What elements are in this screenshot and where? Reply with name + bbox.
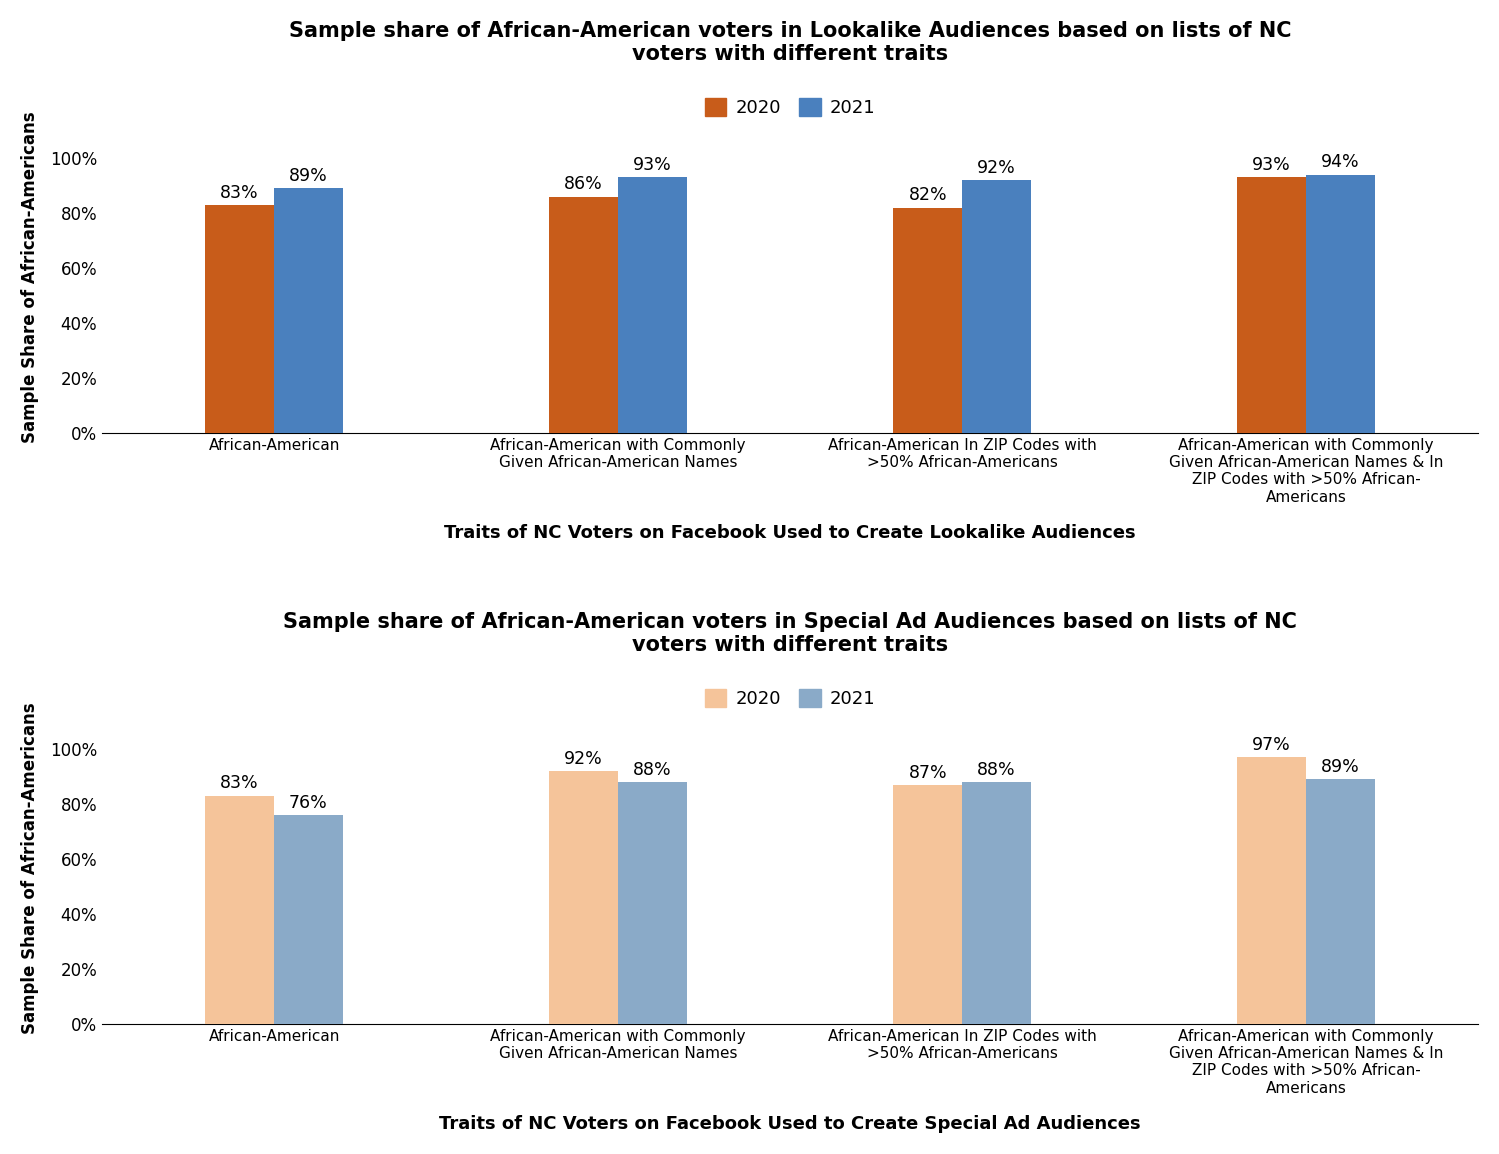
Bar: [618, 782, 687, 1024]
Title: Sample share of African-American voters in Lookalike Audiences based on lists of: Sample share of African-American voters …: [289, 21, 1291, 63]
Legend: 2020, 2021: 2020, 2021: [697, 682, 883, 715]
Bar: [274, 815, 343, 1024]
Y-axis label: Sample Share of African-Americans: Sample Share of African-Americans: [21, 703, 39, 1034]
X-axis label: Traits of NC Voters on Facebook Used to Create Lookalike Audiences: Traits of NC Voters on Facebook Used to …: [444, 524, 1136, 542]
Text: 92%: 92%: [977, 159, 1016, 177]
Bar: [893, 208, 962, 433]
Bar: [1237, 757, 1306, 1024]
Text: 86%: 86%: [564, 175, 603, 194]
Text: 88%: 88%: [633, 760, 672, 779]
Bar: [618, 178, 687, 433]
Text: 82%: 82%: [908, 186, 947, 204]
X-axis label: Traits of NC Voters on Facebook Used to Create Special Ad Audiences: Traits of NC Voters on Facebook Used to …: [439, 1115, 1141, 1133]
Bar: [962, 180, 1031, 433]
Bar: [549, 771, 618, 1024]
Text: 83%: 83%: [220, 774, 259, 793]
Text: 92%: 92%: [564, 750, 603, 767]
Text: 97%: 97%: [1252, 736, 1291, 754]
Text: 93%: 93%: [633, 156, 672, 174]
Y-axis label: Sample Share of African-Americans: Sample Share of African-Americans: [21, 112, 39, 443]
Bar: [893, 785, 962, 1024]
Bar: [274, 188, 343, 433]
Legend: 2020, 2021: 2020, 2021: [697, 91, 883, 125]
Bar: [549, 196, 618, 433]
Bar: [1306, 779, 1375, 1024]
Bar: [205, 796, 274, 1024]
Text: 94%: 94%: [1321, 153, 1360, 172]
Text: 87%: 87%: [908, 764, 947, 781]
Title: Sample share of African-American voters in Special Ad Audiences based on lists o: Sample share of African-American voters …: [283, 612, 1297, 655]
Text: 83%: 83%: [220, 183, 259, 202]
Text: 89%: 89%: [1321, 758, 1360, 775]
Bar: [205, 205, 274, 433]
Text: 93%: 93%: [1252, 156, 1291, 174]
Bar: [962, 782, 1031, 1024]
Text: 76%: 76%: [289, 794, 328, 811]
Text: 88%: 88%: [977, 760, 1016, 779]
Bar: [1237, 178, 1306, 433]
Bar: [1306, 174, 1375, 433]
Text: 89%: 89%: [289, 167, 328, 185]
